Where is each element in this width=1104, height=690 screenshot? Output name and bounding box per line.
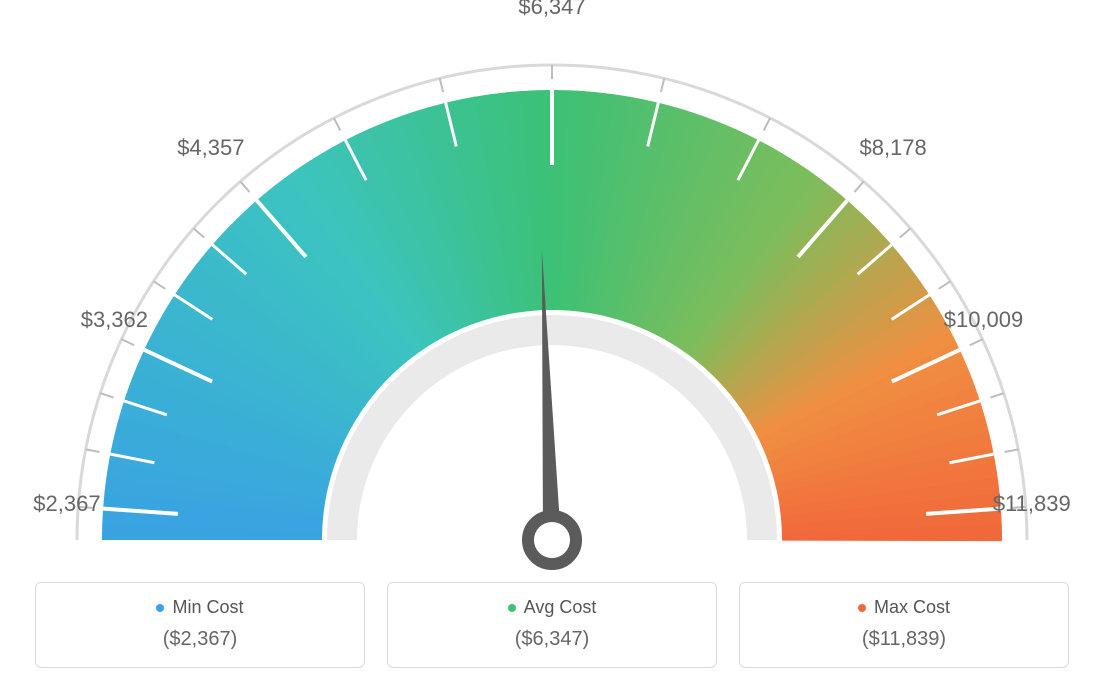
gauge-tick-label: $10,009 [944,307,1024,333]
gauge-tick-label: $2,367 [33,491,100,517]
min-cost-title-row: Min Cost [156,597,243,618]
min-cost-card: Min Cost ($2,367) [35,582,365,668]
gauge-chart: $2,367$3,362$4,357$6,347$8,178$10,009$11… [22,20,1082,580]
avg-cost-title-row: Avg Cost [508,597,597,618]
avg-cost-value: ($6,347) [398,628,706,651]
min-cost-value: ($2,367) [46,628,354,651]
avg-cost-title: Avg Cost [524,597,597,618]
gauge-tick-label: $11,839 [993,491,1071,517]
gauge-tick-label: $8,178 [859,135,926,161]
min-cost-title: Min Cost [172,597,243,618]
max-cost-title-row: Max Cost [858,597,950,618]
gauge-tick-label: $3,362 [81,307,148,333]
max-cost-title: Max Cost [874,597,950,618]
avg-dot-icon [508,604,516,612]
gauge-tick-label: $4,357 [177,135,244,161]
summary-cards: Min Cost ($2,367) Avg Cost ($6,347) Max … [0,582,1104,668]
avg-cost-card: Avg Cost ($6,347) [387,582,717,668]
max-dot-icon [858,604,866,612]
max-cost-value: ($11,839) [750,628,1058,651]
min-dot-icon [156,604,164,612]
gauge-svg [22,20,1082,580]
max-cost-card: Max Cost ($11,839) [739,582,1069,668]
gauge-tick-label: $6,347 [518,0,585,20]
